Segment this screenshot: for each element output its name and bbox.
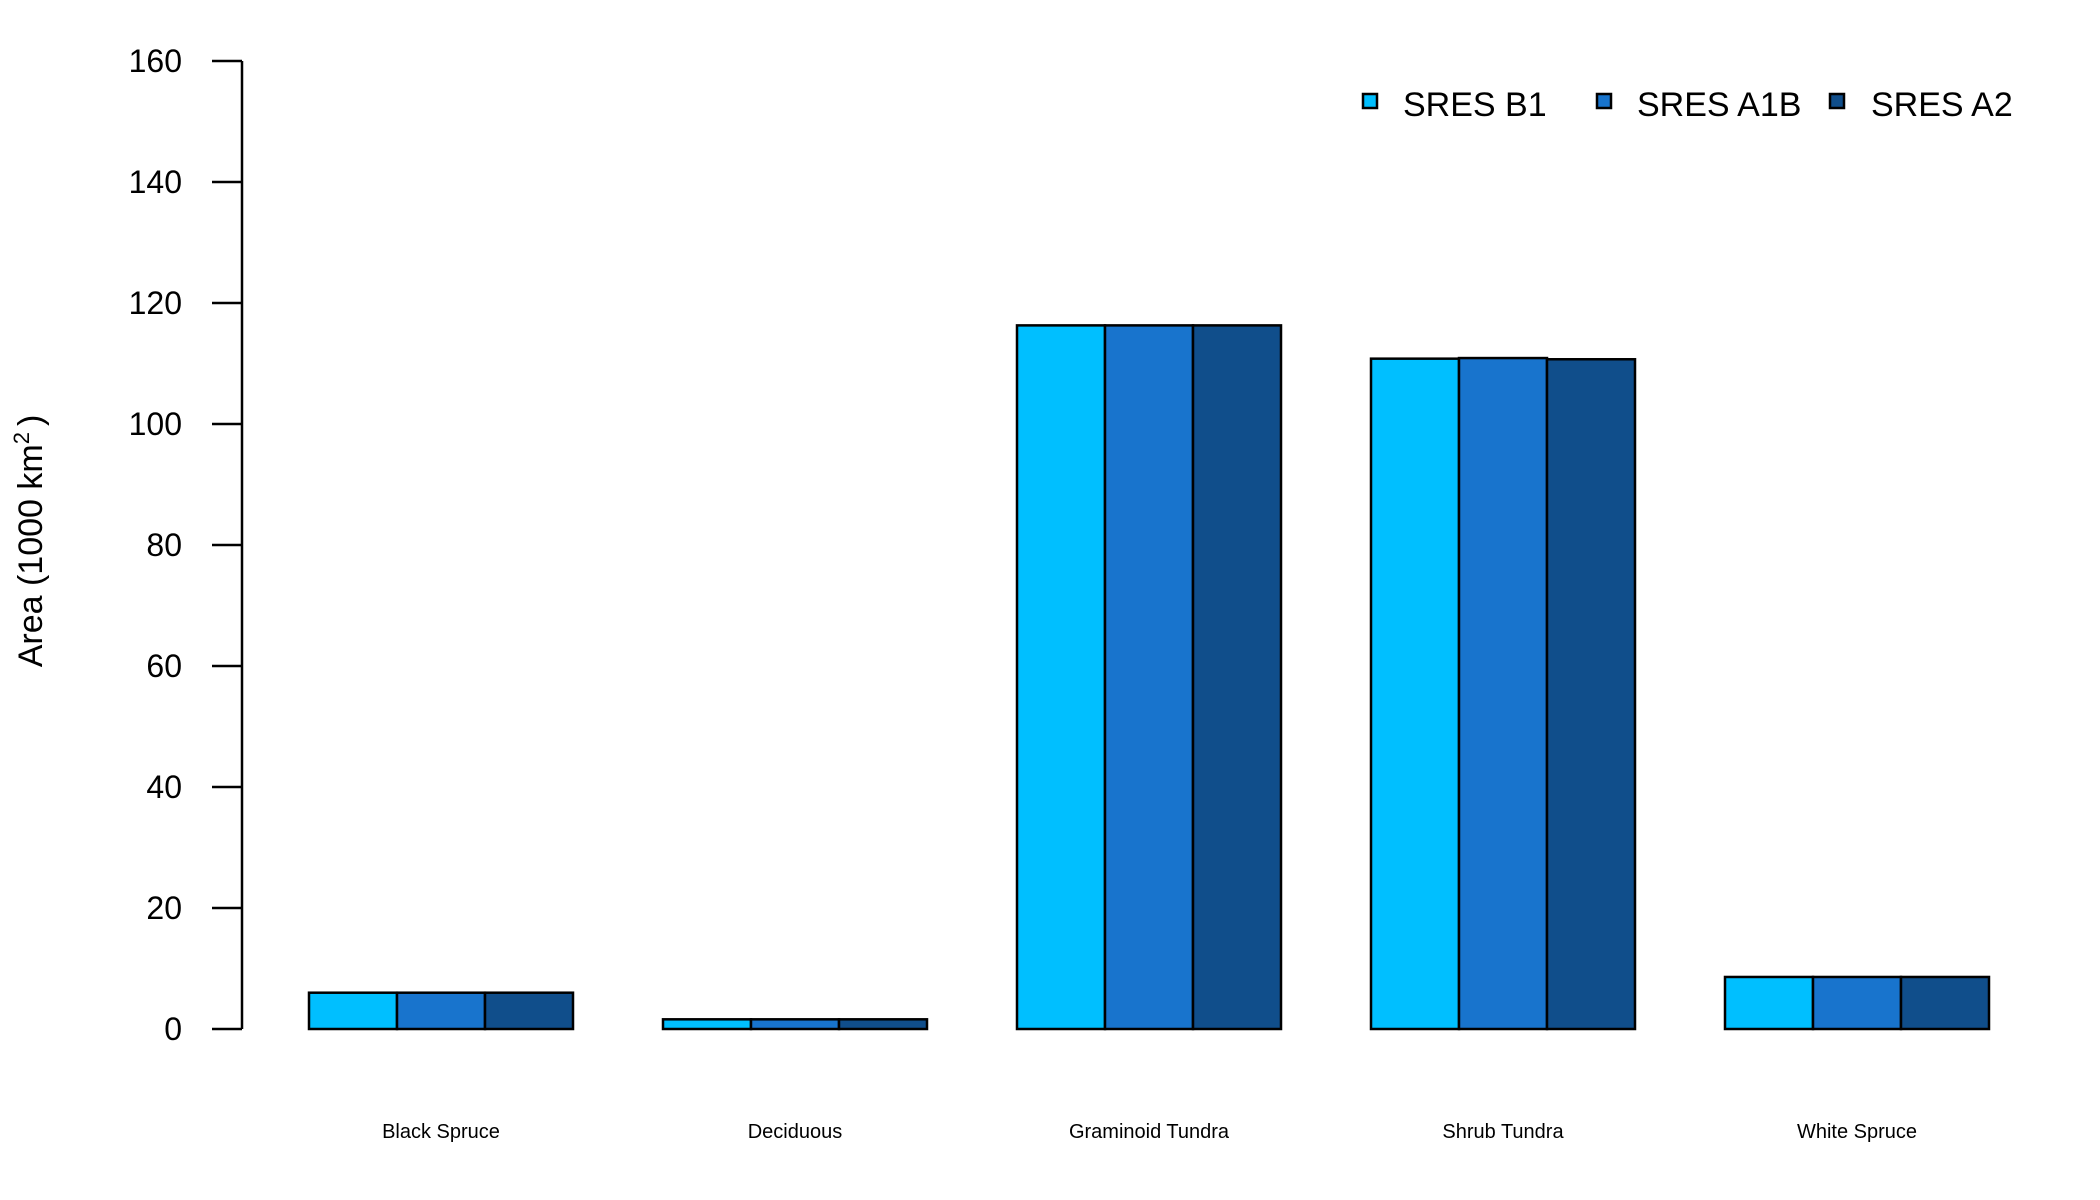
bar [1457,356,1549,1031]
legend-label: SRES A1B [1637,86,1801,124]
y-tick-label: 160 [129,43,182,79]
bar-group [307,991,575,1031]
legend-label: SRES A2 [1871,86,2013,124]
bars [307,324,1991,1031]
y-tick-label: 20 [146,890,182,926]
bar-group [1015,324,1283,1031]
x-axis-labels: Black Spruce Deciduous Graminoid Tundra Shr… [382,1121,1917,1143]
y-axis: 0 20 40 60 80 100 120 140 160 [129,43,244,1047]
x-category-label: Black Spruce [382,1121,500,1143]
y-tick-label: 140 [129,164,182,200]
y-tick-label: 0 [164,1011,182,1047]
bar [483,991,575,1031]
bar [395,991,487,1031]
bar [1015,324,1107,1031]
bar-group [1369,356,1637,1031]
legend-swatch [1595,92,1613,110]
legend-swatch [1828,92,1846,110]
y-tick-label: 100 [129,406,182,442]
legend-item: SRES B1 [1361,86,1547,124]
y-axis-title-superscript: 2 [9,432,34,444]
y-tick-label: 120 [129,285,182,321]
bar [1723,975,1815,1031]
y-axis-title-suffix: ) [12,415,50,426]
bar [1369,357,1461,1031]
bar [1811,975,1903,1031]
bar [661,1018,753,1031]
bar [837,1018,929,1031]
y-tick-label: 80 [146,527,182,563]
legend-item: SRES A2 [1828,86,2013,124]
y-axis-title-main: Area (1000 km [12,444,50,667]
bar [749,1018,841,1031]
bar [1899,975,1991,1031]
y-axis-title: Area (1000 km2) [9,415,50,668]
bar [1191,324,1283,1031]
bar-group [1723,975,1991,1031]
x-category-label: Deciduous [748,1121,843,1143]
legend-label: SRES B1 [1403,86,1547,124]
y-tick-label: 60 [146,648,182,684]
legend-item: SRES A1B [1595,86,1801,124]
bar-group [661,1018,929,1031]
y-tick-label: 40 [146,769,182,805]
x-category-label: Shrub Tundra [1442,1121,1564,1143]
bar [307,991,399,1031]
legend: SRES B1 SRES A1B SRES A2 [1361,86,2013,124]
bar [1103,324,1195,1031]
x-category-label: White Spruce [1797,1121,1917,1143]
legend-swatch [1361,92,1379,110]
x-category-label: Graminoid Tundra [1069,1121,1230,1143]
bar [1545,358,1637,1031]
